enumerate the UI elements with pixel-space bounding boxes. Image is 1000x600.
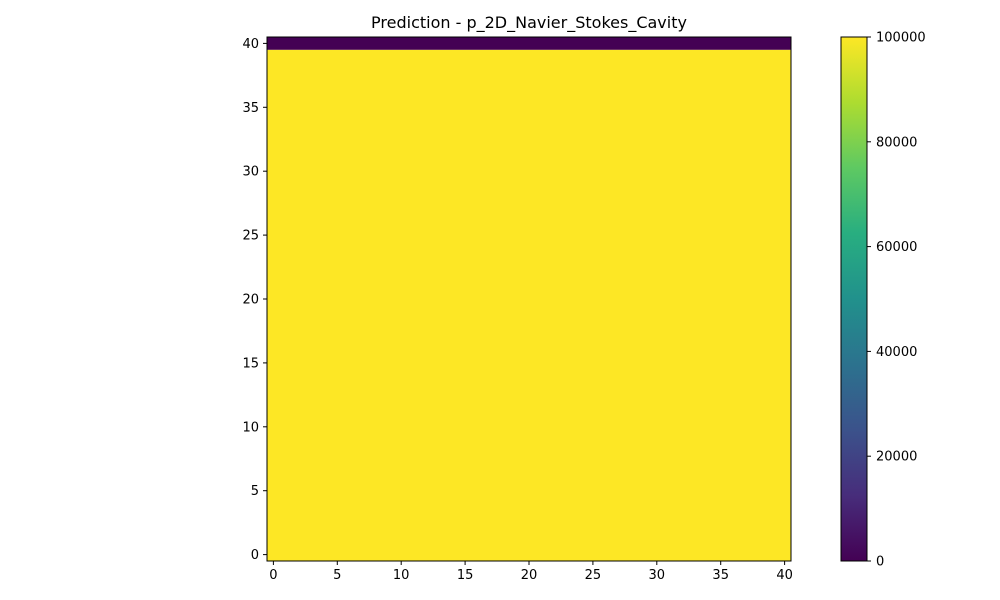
y-tick-label: 40 [242, 37, 259, 52]
x-tick-label: 5 [333, 568, 341, 583]
colorbar: 0 20000 40000 60000 80000 100000 [840, 31, 926, 570]
y-tick-label: 30 [242, 165, 259, 180]
heatmap-plot: 0 5 10 15 20 25 30 35 40 0 5 10 15 20 25 30 35 40 [242, 36, 793, 583]
x-tick-label: 35 [712, 568, 729, 583]
x-tick-label: 15 [457, 568, 474, 583]
x-tick-label: 20 [521, 568, 538, 583]
y-tick-label: 15 [242, 356, 259, 371]
y-tick-label: 10 [242, 420, 259, 435]
colorbar-tick-label: 60000 [876, 240, 917, 255]
colorbar-ticks: 0 20000 40000 60000 80000 100000 [867, 31, 926, 570]
y-tick-label: 25 [242, 229, 259, 244]
colorbar-tick-label: 100000 [876, 31, 926, 46]
y-axis-ticks: 0 5 10 15 20 25 30 35 40 [242, 37, 267, 563]
heatmap-region-1 [267, 37, 791, 50]
x-tick-label: 30 [649, 568, 666, 583]
x-tick-label: 40 [776, 568, 793, 583]
chart-title: Prediction - p_2D_Navier_Stokes_Cavity [371, 13, 687, 33]
x-tick-label: 25 [585, 568, 602, 583]
y-tick-label: 0 [251, 548, 259, 563]
x-tick-label: 10 [393, 568, 410, 583]
colorbar-tick-label: 80000 [876, 135, 917, 150]
y-tick-label: 20 [242, 293, 259, 308]
x-tick-label: 0 [269, 568, 277, 583]
y-tick-label: 35 [242, 101, 259, 116]
colorbar-tick-label: 20000 [876, 450, 917, 465]
colorbar-tick-label: 0 [876, 555, 884, 570]
y-tick-label: 5 [251, 484, 259, 499]
heatmap-cells [267, 37, 791, 561]
x-axis-ticks: 0 5 10 15 20 25 30 35 40 [269, 561, 793, 583]
colorbar-tick-label: 40000 [876, 345, 917, 360]
colorbar-gradient [840, 36, 868, 562]
heatmap-region-0 [267, 49, 791, 561]
